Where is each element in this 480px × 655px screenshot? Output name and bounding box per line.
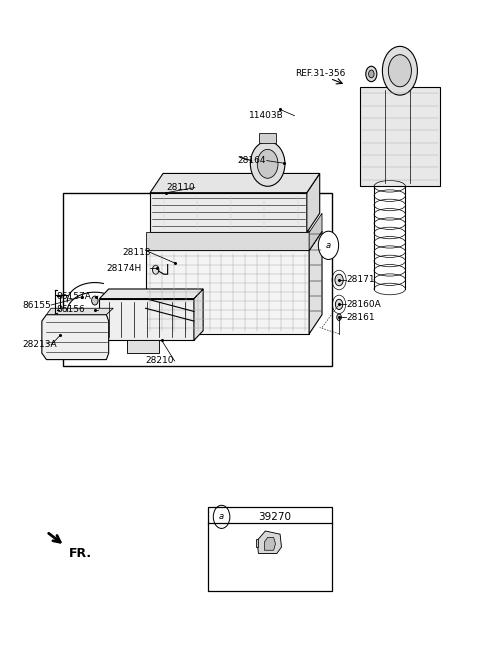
Polygon shape: [47, 309, 113, 314]
Circle shape: [369, 70, 374, 78]
Text: 28213A: 28213A: [23, 341, 57, 349]
Circle shape: [335, 274, 343, 286]
Ellipse shape: [251, 141, 285, 186]
Circle shape: [383, 47, 418, 95]
Polygon shape: [99, 289, 203, 299]
Polygon shape: [264, 537, 276, 550]
Text: 86156: 86156: [57, 305, 85, 314]
Polygon shape: [256, 539, 258, 547]
Text: 28110: 28110: [166, 183, 195, 192]
Text: 86157A: 86157A: [57, 291, 92, 301]
Circle shape: [153, 265, 159, 274]
Circle shape: [318, 231, 338, 259]
Circle shape: [366, 66, 377, 82]
Circle shape: [388, 55, 411, 87]
Polygon shape: [127, 341, 159, 353]
Text: 28164: 28164: [238, 156, 266, 165]
Polygon shape: [259, 133, 276, 143]
Polygon shape: [99, 299, 194, 341]
Text: 39270: 39270: [258, 512, 291, 522]
Polygon shape: [257, 531, 281, 553]
Text: a: a: [219, 512, 224, 521]
Text: REF.31-356: REF.31-356: [295, 69, 346, 79]
Text: 28174H: 28174H: [107, 264, 142, 273]
Text: 28210: 28210: [145, 356, 174, 365]
Circle shape: [92, 296, 98, 305]
Polygon shape: [194, 289, 203, 341]
Text: 28171: 28171: [346, 276, 374, 284]
Text: 86155: 86155: [23, 301, 51, 310]
Polygon shape: [145, 233, 309, 250]
Text: a: a: [326, 241, 331, 250]
Polygon shape: [360, 86, 441, 186]
Circle shape: [213, 505, 230, 529]
Polygon shape: [309, 231, 322, 334]
Circle shape: [337, 314, 341, 320]
Ellipse shape: [257, 149, 278, 178]
Polygon shape: [309, 214, 322, 250]
Polygon shape: [145, 231, 322, 250]
Polygon shape: [150, 174, 320, 193]
Text: 11403B: 11403B: [249, 111, 284, 120]
Text: 28161: 28161: [346, 312, 374, 322]
Text: FR.: FR.: [69, 547, 92, 560]
Circle shape: [336, 299, 343, 310]
Polygon shape: [145, 250, 309, 334]
Polygon shape: [150, 193, 307, 233]
Text: 28113: 28113: [122, 248, 151, 257]
Polygon shape: [307, 174, 320, 233]
Polygon shape: [42, 314, 108, 360]
Text: 28160A: 28160A: [346, 300, 381, 309]
